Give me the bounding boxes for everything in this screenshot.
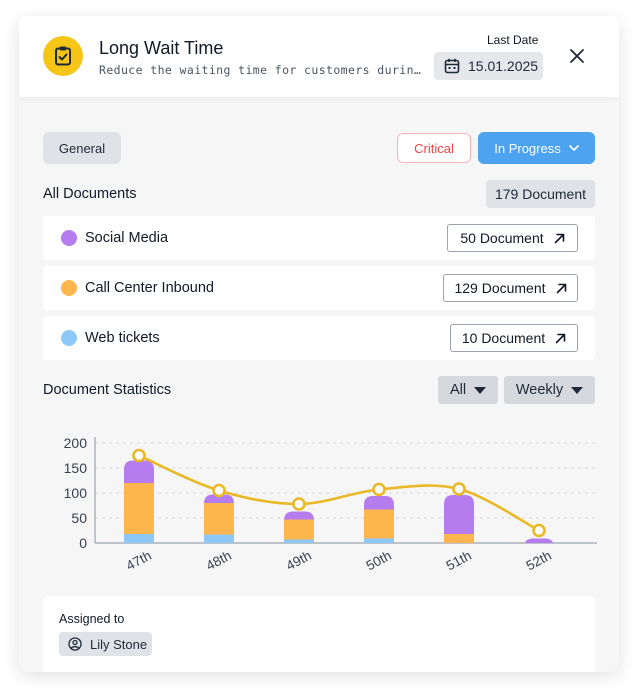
assignment-panel: Assigned to Lily Stone [43, 596, 595, 672]
trend-point [212, 483, 226, 498]
social-media-dot [61, 230, 77, 246]
open-call-center-button[interactable]: 129 Document [443, 274, 578, 302]
y-tick-label: 0 [79, 535, 87, 551]
document-row-label: Web tickets [85, 330, 160, 346]
trend-point [372, 482, 386, 497]
trend-line [138, 454, 540, 532]
bar-segment [204, 534, 234, 543]
x-tick-label: 50th [364, 548, 394, 574]
caret-down-icon [474, 386, 487, 394]
bar-segment [364, 509, 394, 539]
bar-segment [124, 534, 154, 543]
arrow-up-right-icon [556, 283, 566, 293]
document-row-label: Call Center Inbound [85, 280, 214, 296]
calendar-icon [444, 58, 460, 74]
arrow-up-right-icon [554, 233, 564, 243]
x-tick-label: 49th [284, 548, 314, 574]
call-center-dot [61, 280, 77, 296]
bar-segment [284, 519, 314, 540]
assignee-name: Lily Stone [90, 636, 148, 652]
trend-point [452, 482, 466, 496]
filter-value: All [449, 382, 467, 398]
statistics-title: Document Statistics [43, 382, 172, 398]
bar-segment [444, 534, 474, 543]
bar-segment [204, 503, 234, 535]
priority-tag[interactable]: Critical [397, 133, 471, 163]
caret-down-icon [571, 386, 584, 394]
trend-point [292, 497, 306, 511]
x-tick-label: 48th [204, 548, 234, 574]
page-subtitle: Reduce the waiting time for customers du… [99, 63, 421, 77]
bar-segment [444, 495, 474, 534]
document-count: 10 Document [461, 330, 546, 346]
x-tick-label: 52th [524, 548, 554, 574]
last-date-label: Last Date [487, 33, 539, 47]
assigned-to-label: Assigned to [59, 612, 125, 626]
y-tick-label: 150 [64, 460, 88, 476]
open-web-tickets-button[interactable]: 10 Document [450, 324, 578, 352]
user-circle-icon [68, 637, 82, 651]
chevron-down-icon [568, 145, 579, 151]
filter-dropdown[interactable]: All [438, 376, 498, 404]
task-detail-card: Long Wait Time Reduce the waiting time f… [19, 16, 619, 672]
document-row-web-tickets: Web tickets 10 Document [43, 316, 595, 360]
date-picker-button[interactable]: 15.01.2025 [434, 52, 543, 80]
status-label: In Progress [494, 140, 561, 156]
bar-segment [124, 483, 154, 534]
document-row-label: Social Media [85, 230, 169, 246]
bar-segment [124, 460, 154, 483]
open-social-media-button[interactable]: 50 Document [447, 224, 578, 252]
bar-segment [284, 539, 314, 543]
document-row-social-media: Social Media 50 Document [43, 216, 595, 260]
bar-segment [204, 494, 234, 503]
y-tick-label: 50 [71, 510, 87, 526]
clipboard-check-icon [43, 36, 83, 76]
card-header: Long Wait Time Reduce the waiting time f… [19, 16, 619, 97]
documents-title: All Documents [43, 186, 137, 202]
status-dropdown[interactable]: In Progress [478, 132, 595, 164]
date-value: 15.01.2025 [468, 58, 539, 74]
period-value: Weekly [515, 382, 564, 398]
bar-segment [284, 511, 314, 520]
close-icon [570, 49, 584, 63]
documents-total-badge: 179 Document [486, 180, 595, 208]
page-title: Long Wait Time [99, 38, 224, 58]
close-button[interactable] [567, 46, 587, 66]
y-tick-label: 100 [64, 485, 88, 501]
trend-point [132, 448, 146, 463]
document-count: 129 Document [454, 280, 546, 296]
period-dropdown[interactable]: Weekly [504, 376, 595, 404]
web-tickets-dot [61, 330, 77, 346]
category-tag[interactable]: General [43, 132, 121, 164]
bar-segment [364, 538, 394, 543]
y-tick-label: 200 [64, 435, 88, 451]
bar-segment [524, 538, 554, 543]
trend-point [532, 523, 546, 538]
x-tick-label: 47th [124, 548, 154, 574]
arrow-up-right-icon [555, 333, 566, 343]
document-count: 50 Document [460, 230, 544, 246]
document-row-call-center: Call Center Inbound 129 Document [43, 266, 595, 310]
assignee-chip[interactable]: Lily Stone [59, 632, 152, 656]
bar-segment [364, 496, 394, 510]
document-statistics-chart: 200 150 100 50 0 47th 48th 49th 50th 51th 52th [64, 435, 597, 574]
x-tick-label: 51th [444, 548, 474, 574]
